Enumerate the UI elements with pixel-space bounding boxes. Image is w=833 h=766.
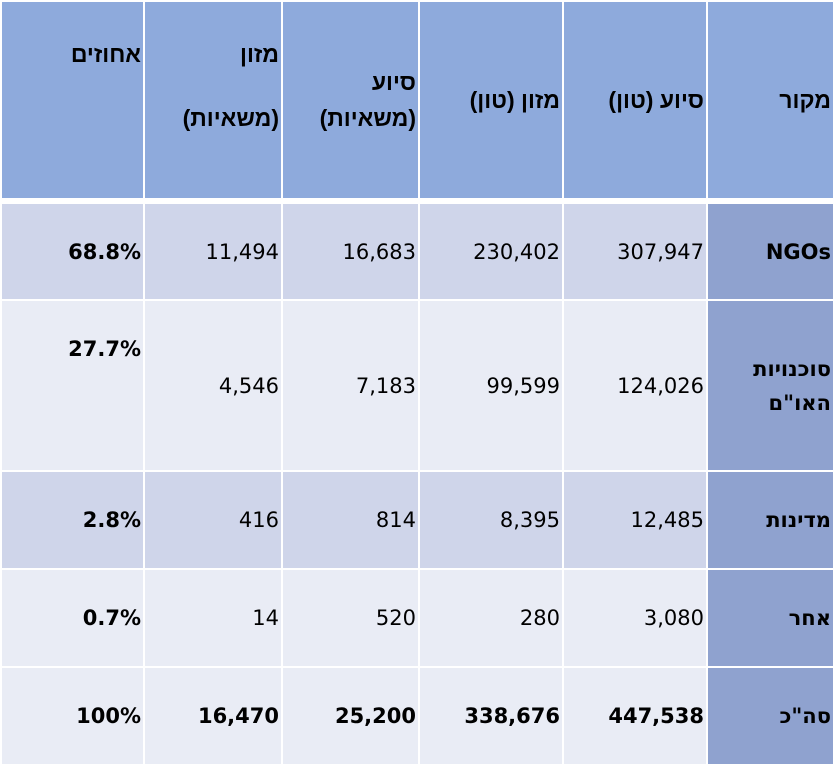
source-cell: אחר xyxy=(706,568,833,668)
source-cell: סוכנויות האו"ם xyxy=(706,299,833,472)
source-cell: סה"כ xyxy=(706,666,833,766)
aid-trucks-cell: 16,683 xyxy=(281,200,420,301)
percent-cell: 100% xyxy=(0,666,145,766)
table-row: אחר 3,080 280 520 14 0.7% xyxy=(0,568,833,668)
food-tons-cell: 280 xyxy=(418,568,564,668)
food-tons-cell: 230,402 xyxy=(418,200,564,301)
aid-tons-cell: 124,026 xyxy=(562,299,708,472)
table-row: סוכנויות האו"ם 124,026 99,599 7,183 4,54… xyxy=(0,299,833,472)
percent-cell: 68.8% xyxy=(0,200,145,301)
aid-trucks-cell: 520 xyxy=(281,568,420,668)
header-food-tons: מזון (טון) xyxy=(418,0,564,204)
food-trucks-cell: 4,546 xyxy=(143,299,283,472)
source-cell: מדינות xyxy=(706,470,833,570)
aid-trucks-cell: 25,200 xyxy=(281,666,420,766)
food-tons-cell: 99,599 xyxy=(418,299,564,472)
food-tons-cell: 338,676 xyxy=(418,666,564,766)
aid-trucks-cell: 7,183 xyxy=(281,299,420,472)
table-row: NGOs 307,947 230,402 16,683 11,494 68.8% xyxy=(0,200,833,301)
header-food-trucks: מזון (משאיות) xyxy=(143,0,283,204)
total-row: סה"כ 447,538 338,676 25,200 16,470 100% xyxy=(0,666,833,766)
aid-tons-cell: 447,538 xyxy=(562,666,708,766)
header-percent: אחוזים xyxy=(0,0,145,204)
header-aid-tons: סיוע (טון) xyxy=(562,0,708,204)
percent-cell: 2.8% xyxy=(0,470,145,570)
header-source: מקור xyxy=(706,0,833,204)
header-aid-trucks: סיוע (משאיות) xyxy=(281,0,420,204)
aid-tons-cell: 307,947 xyxy=(562,200,708,301)
table-row: מדינות 12,485 8,395 814 416 2.8% xyxy=(0,470,833,570)
source-cell: NGOs xyxy=(706,200,833,301)
aid-tons-cell: 3,080 xyxy=(562,568,708,668)
food-tons-cell: 8,395 xyxy=(418,470,564,570)
header-row: מקור סיוע (טון) מזון (טון) סיוע (משאיות)… xyxy=(0,0,833,204)
food-trucks-cell: 11,494 xyxy=(143,200,283,301)
percent-cell: 27.7% xyxy=(0,299,145,472)
aid-tons-cell: 12,485 xyxy=(562,470,708,570)
food-trucks-cell: 416 xyxy=(143,470,283,570)
food-trucks-cell: 16,470 xyxy=(143,666,283,766)
aid-trucks-cell: 814 xyxy=(281,470,420,570)
percent-cell: 0.7% xyxy=(0,568,145,668)
food-trucks-cell: 14 xyxy=(143,568,283,668)
